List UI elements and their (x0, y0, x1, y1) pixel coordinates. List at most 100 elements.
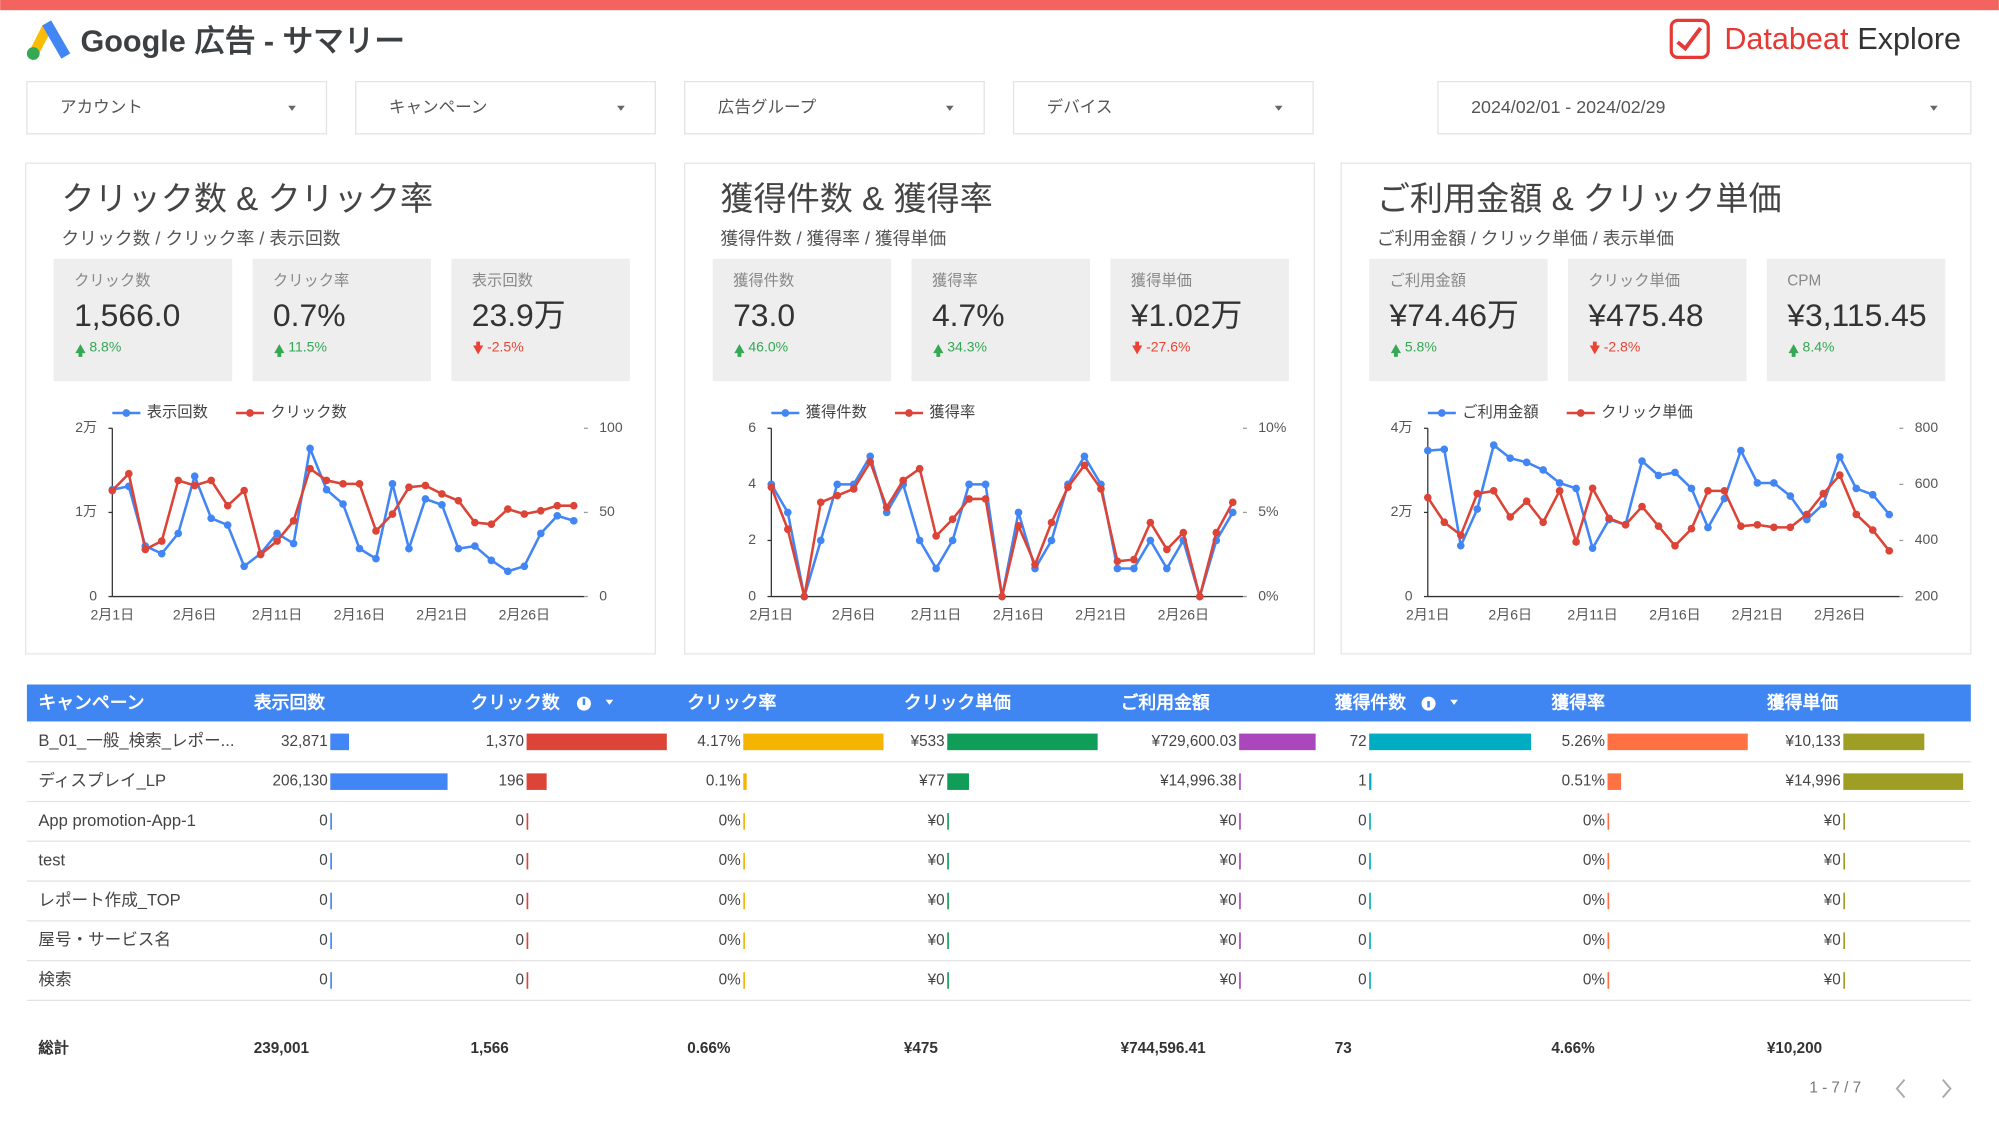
y2-tick-label: 800 (1915, 419, 1939, 435)
cell-bar (1607, 852, 1610, 870)
data-point (1638, 457, 1646, 465)
data-point (322, 485, 331, 494)
cell-value: 0 (516, 812, 525, 829)
cell-bar (947, 972, 949, 989)
cell-value: 0.1% (706, 773, 741, 790)
data-point (1770, 523, 1778, 532)
data-point (1179, 528, 1188, 537)
kpi-label: ご利用金額 (1390, 273, 1466, 290)
cell-value: 0 (516, 932, 525, 949)
data-point (1819, 489, 1828, 498)
totals-value: ¥10,200 (1767, 1040, 1822, 1057)
data-point (1737, 446, 1745, 455)
x-tick-label: 2月1日 (750, 606, 794, 622)
cell-bar (1607, 813, 1610, 830)
data-point (1852, 510, 1861, 519)
column-header[interactable]: クリック率 (687, 691, 776, 712)
cell-value: ¥0 (927, 812, 945, 829)
data-point (783, 525, 792, 534)
data-point (1654, 522, 1663, 530)
brand-suffix: Explore (1857, 22, 1961, 56)
cell-bar (1369, 892, 1371, 910)
data-point (405, 483, 413, 492)
cell-bar (330, 932, 332, 950)
cell-value: ¥729,600.03 (1151, 733, 1237, 750)
kpi-value: 23.9万 (472, 297, 566, 333)
filter-dropdown[interactable] (355, 80, 656, 135)
cell-bar (947, 733, 1098, 751)
kpi-card (1369, 258, 1548, 382)
kpi-arrow (274, 344, 285, 357)
cell-bar (743, 892, 745, 910)
sort-arrow (1450, 699, 1458, 705)
filter-dropdown[interactable] (1012, 80, 1314, 135)
kpi-arrow (75, 344, 86, 357)
cell-value: 0 (516, 852, 525, 869)
cell-value: ¥0 (1219, 972, 1237, 989)
data-point (1146, 518, 1155, 527)
cell-value: ¥0 (1219, 892, 1237, 909)
cell-value: 0.51% (1562, 773, 1606, 790)
table-header (26, 684, 1971, 722)
data-point (1163, 545, 1171, 554)
data-point (174, 476, 183, 485)
data-point (1687, 524, 1696, 533)
data-point (1506, 513, 1515, 521)
next-page[interactable] (1942, 1079, 1952, 1099)
y-tick-label: 0 (1405, 587, 1413, 603)
panel-title: ご利用金額 & クリック単価 (1377, 181, 1782, 218)
data-point (1605, 514, 1613, 523)
column-header[interactable]: クリック単価 (904, 691, 1011, 712)
data-point (1572, 538, 1580, 546)
column-header[interactable]: 獲得率 (1551, 691, 1605, 712)
x-tick-label: 2月6日 (1488, 606, 1532, 622)
cell-text: B_01_一般_検索_レポー... (38, 731, 234, 750)
data-point (1080, 452, 1089, 461)
kpi-value: 1,566.0 (74, 297, 180, 333)
data-point (1835, 471, 1844, 479)
data-point (273, 537, 281, 545)
data-point (767, 483, 776, 492)
data-point (207, 514, 216, 523)
cell-bar (526, 773, 547, 790)
y2-tick-label: 100 (599, 419, 623, 435)
cell-bar (526, 852, 529, 870)
cell-text: App promotion-App-1 (38, 811, 195, 830)
data-point (157, 549, 166, 558)
column-header[interactable]: キャンペーン (38, 692, 144, 712)
data-point (569, 501, 578, 510)
column-header[interactable]: 表示回数 (254, 691, 325, 712)
legend-label: 獲得率 (929, 404, 975, 421)
filter-dropdown[interactable] (26, 80, 328, 135)
data-point (1047, 536, 1056, 545)
cell-value: 1,370 (486, 733, 524, 750)
column-header[interactable]: クリック数 (471, 691, 560, 712)
date-dropdown[interactable] (1437, 80, 1972, 135)
data-point (536, 529, 545, 538)
data-point (1588, 544, 1597, 553)
totals-value: 4.66% (1551, 1040, 1595, 1057)
data-point (454, 496, 463, 505)
kpi-value: ¥3,115.45 (1786, 297, 1926, 333)
data-point (536, 506, 545, 515)
data-point (1555, 487, 1564, 495)
cell-text: 検索 (38, 970, 71, 989)
column-header[interactable]: ご利用金額 (1121, 691, 1210, 712)
column-header[interactable]: 獲得単価 (1767, 691, 1838, 712)
data-point (1014, 508, 1023, 517)
cell-bar (1369, 932, 1371, 950)
data-point (1113, 557, 1122, 566)
dropdown-arrow (617, 105, 625, 111)
data-point (1868, 490, 1877, 499)
data-point (487, 556, 496, 565)
cell-value: ¥77 (918, 773, 945, 790)
column-header[interactable]: 獲得件数 (1335, 691, 1406, 712)
prev-page[interactable] (1895, 1079, 1906, 1099)
y-tick-label: 0 (748, 587, 756, 603)
data-point (306, 464, 314, 473)
cell-bar (526, 932, 529, 950)
cell-bar (330, 773, 448, 790)
cell-bar (947, 852, 949, 870)
cell-bar (1369, 773, 1372, 790)
filter-dropdown[interactable] (684, 80, 985, 135)
